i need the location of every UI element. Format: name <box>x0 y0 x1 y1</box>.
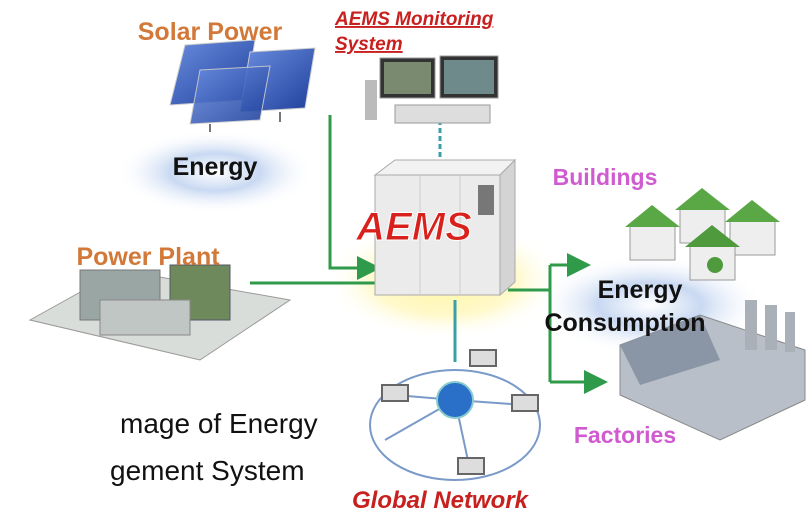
solar-label: Solar Power <box>138 18 283 46</box>
power-plant-icon <box>30 265 290 360</box>
monitoring-label: System <box>335 34 403 55</box>
monitoring-label: AEMS Monitoring <box>334 9 494 30</box>
energy-label: Energy <box>173 153 258 181</box>
caption: gement System <box>110 455 305 486</box>
solar-panels <box>170 40 315 132</box>
power-plant-label: Power Plant <box>76 243 220 271</box>
consumption-label: Consumption <box>544 309 705 337</box>
aems-label: AEMS <box>355 205 472 249</box>
buildings-label: Buildings <box>553 164 658 190</box>
network-icon <box>370 350 540 480</box>
consumption-label: Energy <box>598 276 683 304</box>
factories-label: Factories <box>574 422 676 448</box>
caption: mage of Energy <box>120 408 318 439</box>
monitoring-icon <box>365 56 498 123</box>
network-label: Global Network <box>352 487 530 514</box>
diagram: Solar Power AEMS Monitoring System Energ… <box>0 0 808 520</box>
